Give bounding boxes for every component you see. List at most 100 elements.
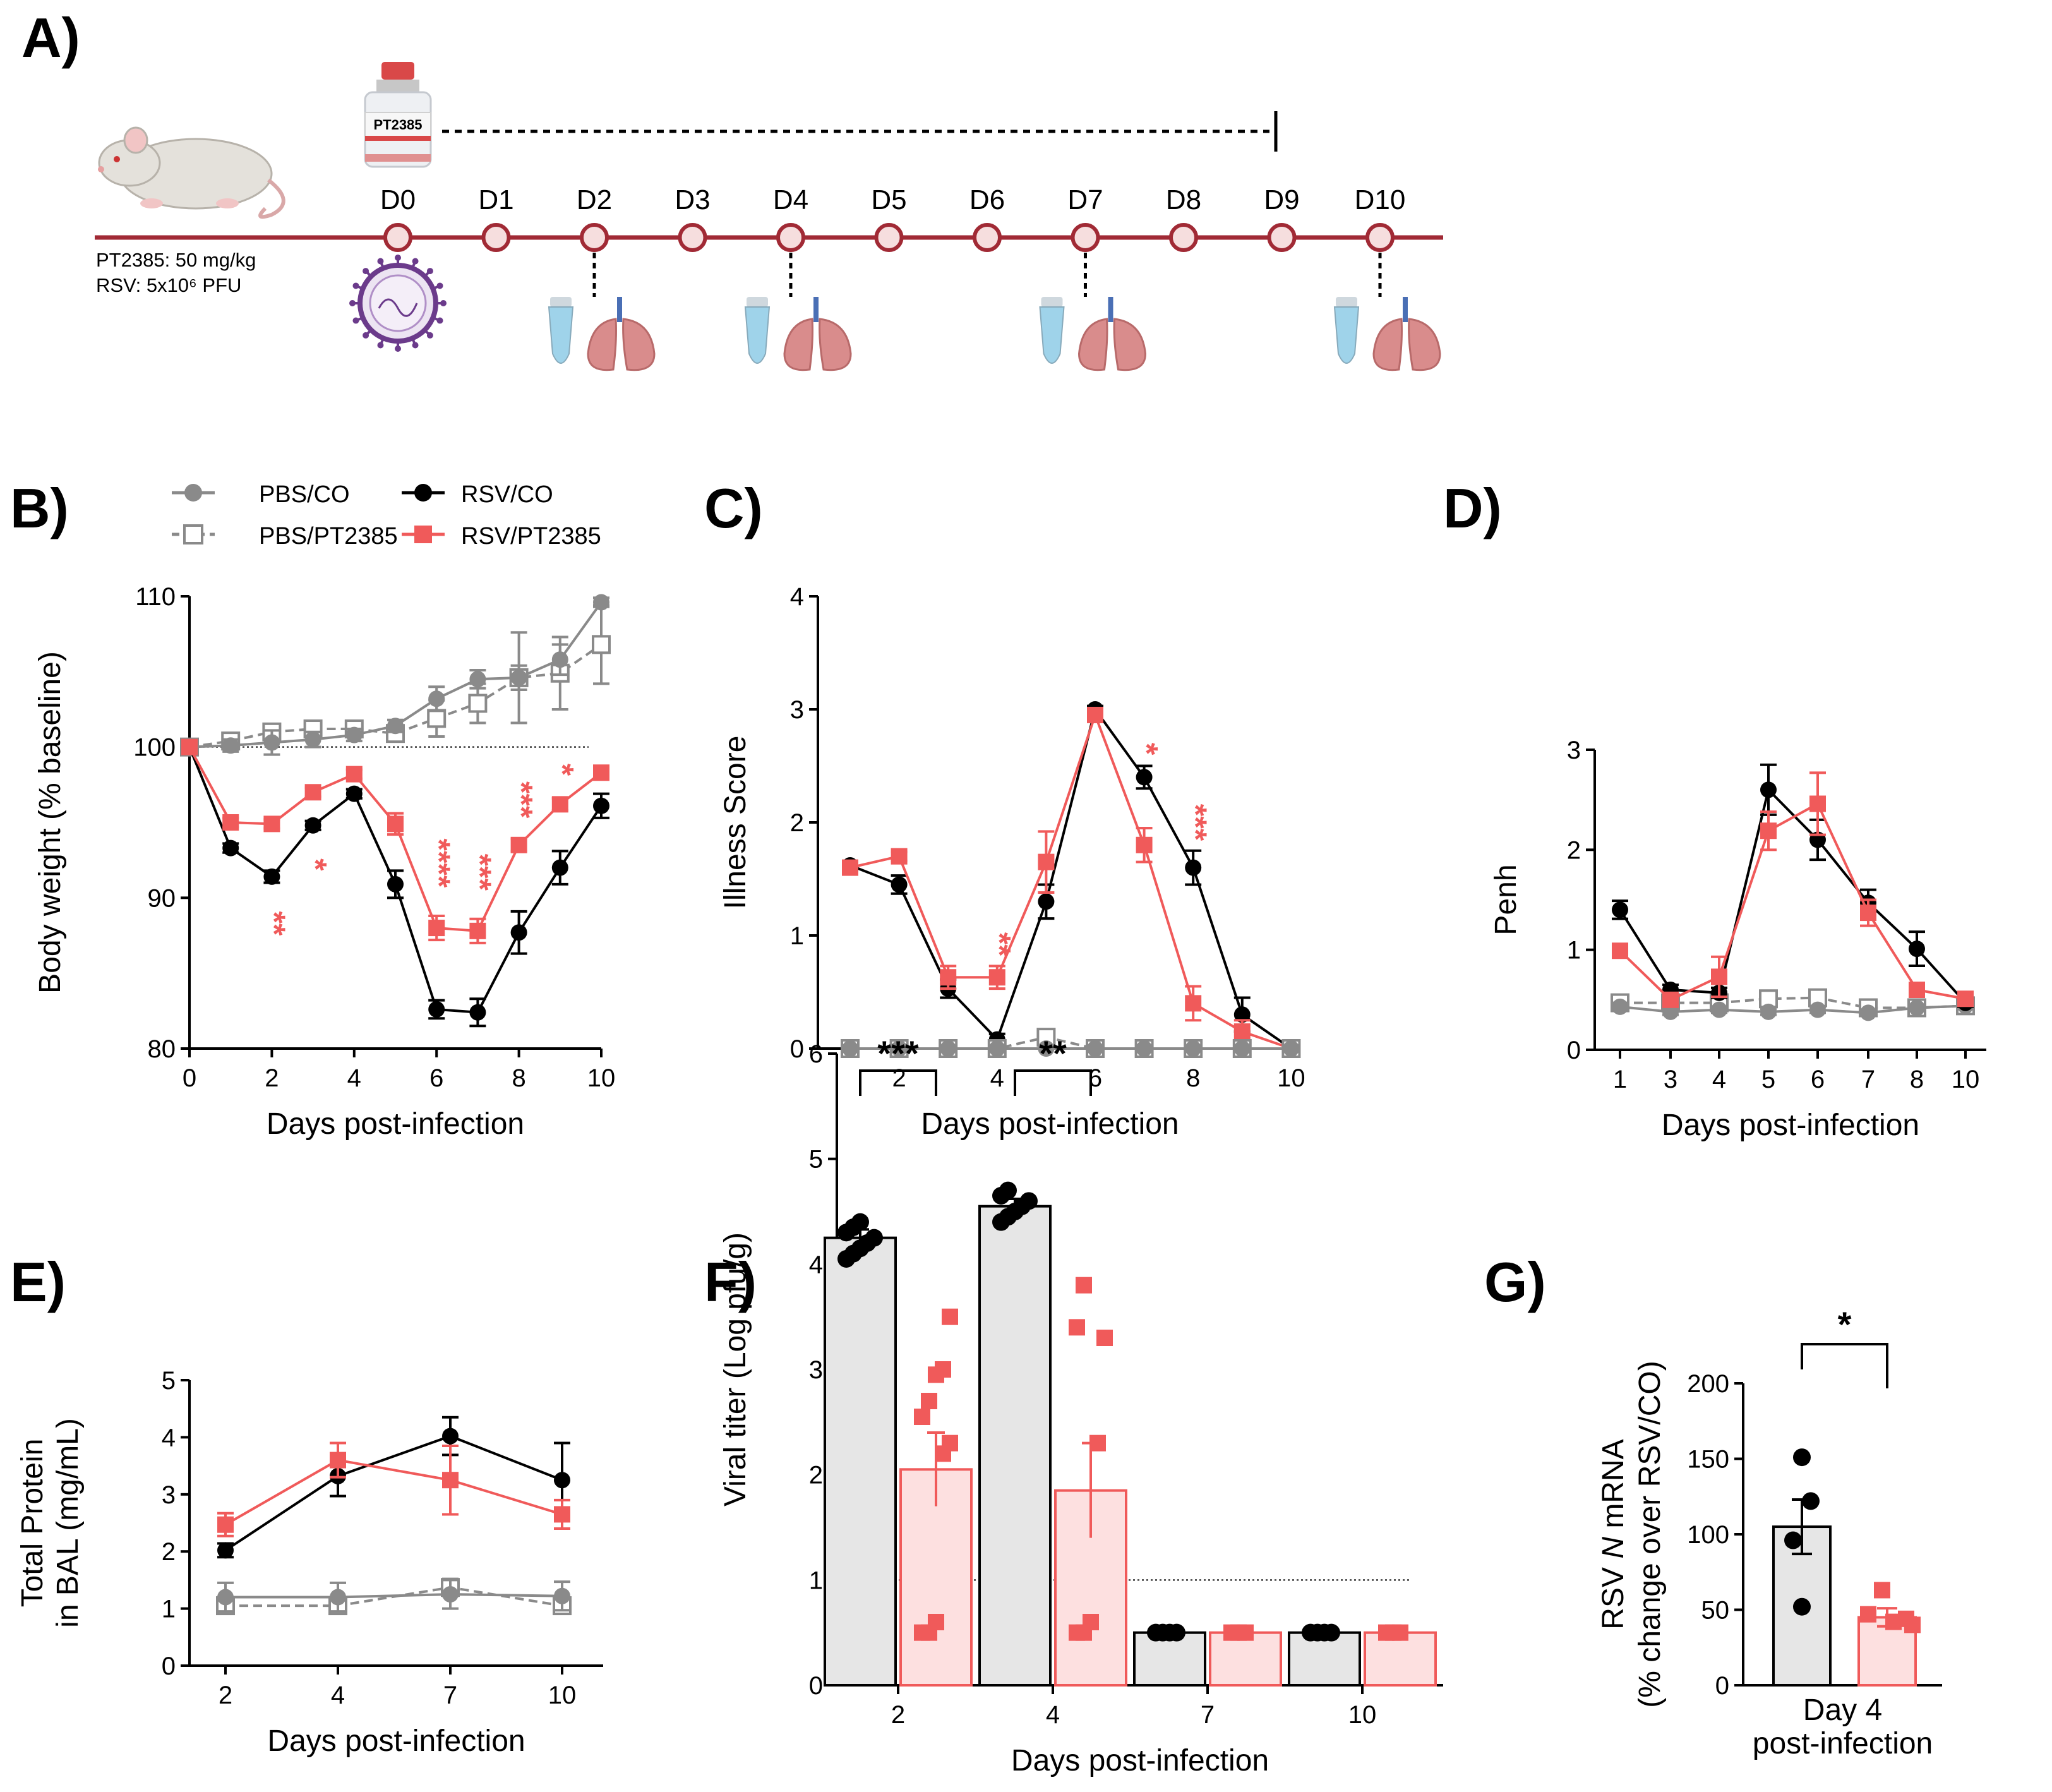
y-tick-label: 0 <box>790 1035 804 1063</box>
x-tick-label: 4 <box>1046 1701 1060 1729</box>
x-tick-label: 3 <box>1664 1066 1677 1093</box>
data-point-rsv-co <box>469 1004 486 1021</box>
data-point-rsv-co <box>1760 781 1777 798</box>
data-point-pbs-co <box>1185 1040 1202 1057</box>
data-point-rsv-co <box>851 1213 869 1231</box>
y-tick-label: 100 <box>1687 1521 1729 1549</box>
data-point-pbs-co <box>345 726 363 743</box>
y-tick-label: 3 <box>1567 737 1581 764</box>
y-tick-label: 80 <box>148 1035 176 1063</box>
x-axis-label: Day 4 <box>1803 1693 1882 1727</box>
data-point-rsv-pt2385 <box>1904 1616 1921 1633</box>
data-point-rsv-pt2385 <box>1885 1613 1902 1630</box>
data-point-rsv-pt2385 <box>1860 1606 1876 1623</box>
data-point-rsv-co <box>865 1229 883 1247</box>
significance-bracket <box>1014 1069 1092 1096</box>
significance-annotation: *** <box>1178 804 1213 841</box>
data-point-rsv-pt2385 <box>1185 995 1202 1012</box>
x-tick-label: 4 <box>331 1681 345 1709</box>
y-axis-label: RSV N mRNA <box>1597 1439 1630 1629</box>
data-point-rsv-pt2385 <box>442 1472 459 1489</box>
y-axis-label-part: N <box>1597 1537 1630 1559</box>
data-point-pbs-co <box>304 731 321 748</box>
drug-vial-icon: PT2385 <box>364 62 432 168</box>
data-point-rsv-pt2385 <box>842 859 858 876</box>
data-point-rsv-co <box>1233 1006 1251 1023</box>
data-point-pbs-pt2385 <box>592 635 611 654</box>
data-point-rsv-pt2385 <box>942 1308 958 1325</box>
data-point-pbs-co <box>1283 1040 1300 1057</box>
significance-annotation: * <box>1129 743 1164 755</box>
legend-rsv-pt2385: RSV/PT2385 <box>402 523 601 550</box>
virus-spike-tip <box>349 300 356 306</box>
tube-cap-icon <box>550 297 572 307</box>
timeline-day-node <box>1267 223 1297 252</box>
legend-pbs-co: PBS/CO <box>172 481 350 508</box>
data-point-rsv-pt2385 <box>1096 1330 1113 1346</box>
virus-spike-tip <box>363 268 369 275</box>
y-tick-label: 2 <box>809 1462 823 1489</box>
timeline-day-label: D2 <box>577 184 612 215</box>
data-point-rsv-pt2385 <box>1087 706 1103 723</box>
significance-bracket <box>859 1069 937 1096</box>
x-tick-label: 8 <box>1910 1066 1924 1093</box>
legend-rsv-pt-label: RSV/PT2385 <box>461 523 601 550</box>
virus-spike-tip <box>363 332 369 339</box>
data-point-pbs-co <box>330 1589 346 1606</box>
timeline-day-node <box>678 223 707 252</box>
dose-info-text: PT2385: 50 mg/kg <box>96 249 256 271</box>
virus-spike-tip <box>377 342 384 349</box>
data-point-rsv-pt2385 <box>928 1614 944 1630</box>
timeline-days: D0 D1 D2 D3 D4 D5 D6 D7 D8 D9 D10 <box>380 184 1405 252</box>
data-point-rsv-pt2385 <box>469 922 486 939</box>
timeline-day-node <box>1169 223 1198 252</box>
virus-spike-tip <box>426 268 433 275</box>
x-axis-label: Days post-infection <box>267 1107 524 1141</box>
x-tick-label: 4 <box>1712 1066 1726 1093</box>
data-point-rsv-pt2385 <box>428 920 445 937</box>
legend: PBS/CO PBS/PT2385 RSV/CO RSV/PT2385 <box>172 481 601 550</box>
data-point-rsv-co <box>551 859 568 876</box>
significance-annotation: **** <box>421 839 457 888</box>
panel-label: E) <box>10 1251 66 1313</box>
y-axis-label: Penh <box>1489 864 1523 935</box>
timeline-day-label: D9 <box>1264 184 1299 215</box>
data-point-rsv-pt2385 <box>1860 905 1876 922</box>
y-axis-label-line2: (% change over RSV/CO) <box>1633 1361 1667 1708</box>
sampling-markers <box>548 253 1441 371</box>
sampling-group <box>1333 253 1441 371</box>
data-point-rsv-co <box>217 1542 234 1559</box>
data-point-rsv-pt2385 <box>891 848 908 865</box>
series-line-pbs-pt2385 <box>189 643 603 749</box>
data-point-rsv-pt2385 <box>1612 942 1628 959</box>
data-point-rsv-pt2385 <box>942 1434 958 1452</box>
y-axis-label: Illness Score <box>719 736 752 910</box>
data-point-rsv-pt2385 <box>1760 822 1777 839</box>
data-point-pbs-co <box>1760 1003 1777 1020</box>
data-point-rsv-pt2385 <box>988 969 1005 986</box>
y-axis-label: Viral titer (Log pfu/g) <box>719 1232 752 1506</box>
y-tick-label: 3 <box>162 1481 176 1509</box>
data-point-rsv-co <box>1793 1448 1811 1467</box>
timeline-day-label: D1 <box>478 184 513 215</box>
data-point-rsv-co <box>428 1001 445 1018</box>
legend-rsv-co: RSV/CO <box>402 481 553 508</box>
significance-bracket <box>1801 1343 1888 1388</box>
data-point-pbs-co <box>1860 1004 1876 1021</box>
x-axis-label: Days post-infection <box>1662 1109 1919 1142</box>
right-lung-icon <box>819 318 852 371</box>
data-point-rsv-pt2385 <box>1237 1624 1254 1641</box>
data-point-pbs-co <box>1612 998 1628 1015</box>
y-tick-label: 2 <box>790 809 804 837</box>
x-tick-label: 6 <box>429 1064 443 1092</box>
data-point-rsv-co <box>1168 1623 1185 1642</box>
virus-spike-tip <box>426 332 433 339</box>
data-point-pbs-co <box>554 1587 570 1604</box>
x-tick-label: 8 <box>1186 1064 1200 1092</box>
data-point-rsv-co <box>1802 1492 1820 1510</box>
panel-label: G) <box>1484 1251 1546 1313</box>
tube-cap-icon <box>1041 297 1063 307</box>
sample-tube-icon <box>548 306 574 364</box>
significance-label: ** <box>1039 1033 1067 1073</box>
